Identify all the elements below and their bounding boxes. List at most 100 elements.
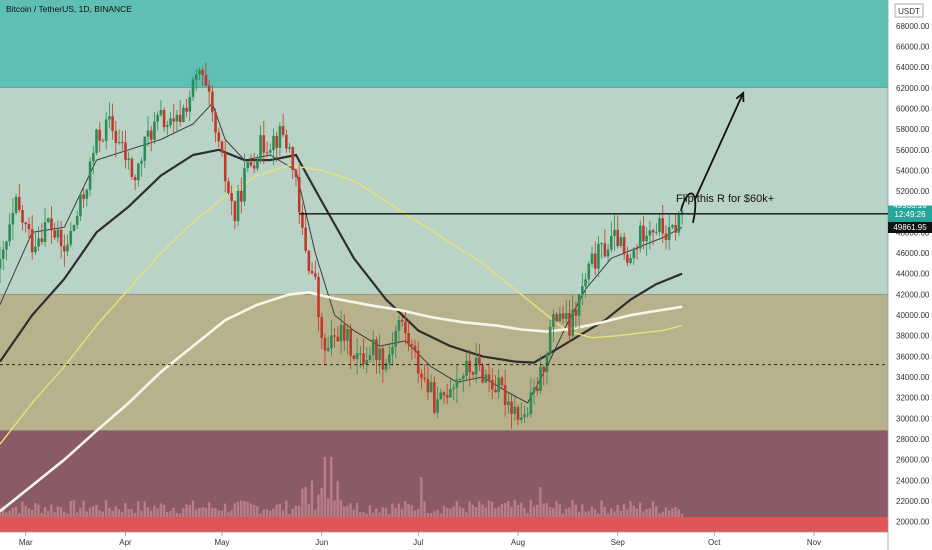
currency-label[interactable]: USDT xyxy=(894,3,924,18)
candle-body xyxy=(111,116,114,132)
candle-body xyxy=(249,161,253,166)
candle-body xyxy=(548,326,552,354)
volume-bar xyxy=(53,511,56,517)
price-tick-label: 64000.00 xyxy=(896,63,930,72)
candle-body xyxy=(272,135,275,151)
candle-body xyxy=(268,150,272,153)
projection-arrow-head xyxy=(735,91,745,102)
candle-body xyxy=(542,366,546,372)
volume-bar xyxy=(590,506,594,517)
time-tick-label: Nov xyxy=(807,538,821,547)
candle-body xyxy=(214,112,217,133)
candle-body xyxy=(677,214,681,233)
price-tick-label: 28000.00 xyxy=(896,435,930,444)
candle-body xyxy=(529,392,533,415)
candle-body xyxy=(169,118,172,126)
volume-bar xyxy=(330,457,333,517)
candle-body xyxy=(166,125,169,128)
volume-bar xyxy=(452,506,455,517)
volume-bar xyxy=(227,512,230,517)
volume-bar xyxy=(490,501,494,517)
volume-bar xyxy=(259,513,262,517)
candle-body xyxy=(220,141,224,153)
candle-body xyxy=(140,160,143,164)
candle-body xyxy=(236,190,240,222)
candle-body xyxy=(613,229,616,236)
volume-bar xyxy=(478,501,481,517)
candle-body xyxy=(571,309,574,336)
zone-upper xyxy=(0,87,888,295)
volume-bar xyxy=(149,510,153,517)
candle-body xyxy=(558,313,562,322)
candle-body xyxy=(651,230,655,233)
horizontal-lines-layer xyxy=(0,213,888,366)
candle-body xyxy=(323,338,327,351)
price-axis-bg xyxy=(888,0,932,550)
candle-body xyxy=(346,329,349,341)
volume-bar xyxy=(79,507,82,517)
volume-bar xyxy=(301,488,304,517)
candle-body xyxy=(426,379,430,393)
ma-line-yellow xyxy=(0,164,683,445)
candle-body xyxy=(452,387,455,389)
annotation-text[interactable]: Flip this R for $60k+ xyxy=(676,193,774,205)
candle-body xyxy=(246,161,250,169)
volume-bar xyxy=(230,510,233,517)
volume-bar xyxy=(1,506,5,517)
volume-bar xyxy=(185,504,188,517)
volume-bar xyxy=(378,512,381,517)
currency-label-box xyxy=(894,3,924,18)
candle-body xyxy=(587,263,591,280)
candle-body xyxy=(98,129,102,141)
candle-body xyxy=(481,365,484,383)
volume-bar xyxy=(381,507,384,517)
ma-line-white xyxy=(0,291,683,513)
candle-body xyxy=(330,335,333,349)
candle-body xyxy=(275,135,278,148)
volume-bar xyxy=(410,505,413,517)
candle-body xyxy=(606,249,610,257)
volume-bar xyxy=(246,501,249,517)
volume-bar xyxy=(651,501,655,517)
candle-body xyxy=(626,254,629,264)
candle-body xyxy=(175,114,179,122)
volume-bar xyxy=(137,501,140,517)
volume-bar xyxy=(433,511,436,517)
volume-layer xyxy=(0,457,684,517)
volume-bar xyxy=(30,510,34,517)
time-axis[interactable]: Mar Apr May Jun Jul Aug Sep Oct Nov xyxy=(19,532,821,547)
candle-body xyxy=(172,118,176,122)
candle-body xyxy=(478,357,481,366)
candle-body xyxy=(400,319,404,322)
volume-bar xyxy=(503,502,507,517)
volume-bar xyxy=(182,508,185,517)
candle-body xyxy=(24,222,28,225)
candle-body xyxy=(600,243,603,245)
candle-body xyxy=(619,237,623,246)
volume-bar xyxy=(558,503,561,517)
volume-bar xyxy=(24,505,27,517)
volume-bar xyxy=(204,507,208,517)
candle-body xyxy=(455,379,459,388)
current-price-value: 49933.10 xyxy=(893,201,927,210)
candle-body xyxy=(82,194,85,199)
volume-bar xyxy=(462,508,465,517)
candle-body xyxy=(642,225,645,242)
volume-bar xyxy=(420,477,423,517)
candle-body xyxy=(191,79,195,98)
candle-body xyxy=(371,339,375,356)
volume-bar xyxy=(584,511,587,517)
candle-body xyxy=(320,317,324,339)
volume-bar xyxy=(468,501,471,517)
time-axis-bg xyxy=(0,532,888,550)
volume-bar xyxy=(564,508,568,517)
candle-body xyxy=(265,152,269,154)
volume-bar xyxy=(577,511,581,517)
volume-bar xyxy=(494,508,497,517)
volume-bar xyxy=(397,503,401,517)
candle-body xyxy=(88,161,92,190)
volume-bar xyxy=(484,507,487,517)
candle-body xyxy=(564,313,568,319)
volume-bar xyxy=(285,500,288,517)
